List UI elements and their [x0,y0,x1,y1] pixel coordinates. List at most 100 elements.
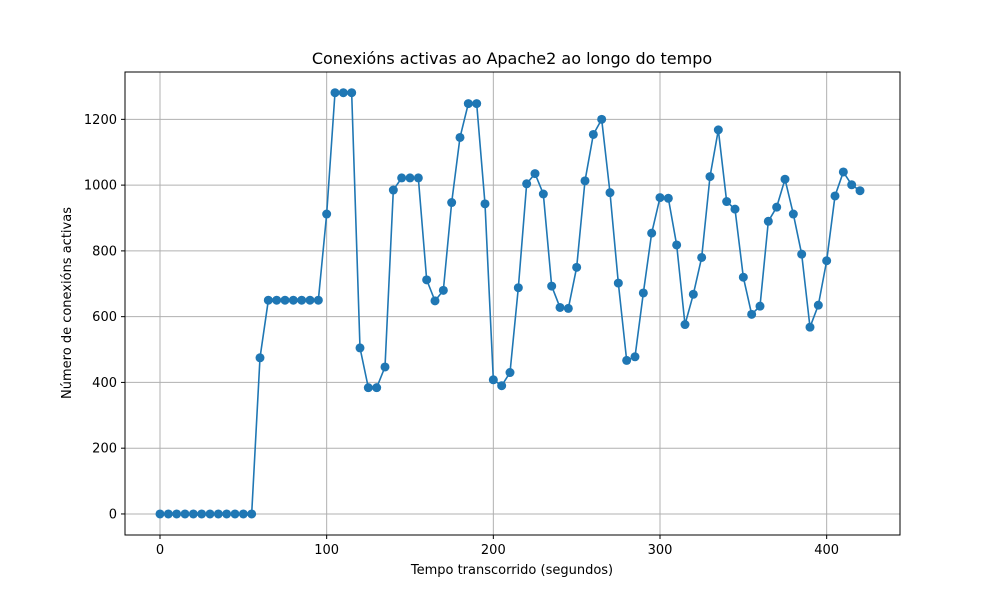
data-point [338,88,348,98]
data-point [522,179,532,189]
data-point [747,309,757,319]
data-point [630,352,640,362]
y-tick-label: 0 [109,507,117,522]
data-point [730,204,740,214]
data-point [438,285,448,295]
data-point [247,509,257,519]
data-point [480,199,490,209]
data-point [713,125,723,135]
data-point [413,173,423,183]
data-point [705,172,715,182]
data-point [722,197,732,207]
data-point [672,240,682,250]
data-point [163,509,173,519]
data-point [463,99,473,109]
data-point [272,295,282,305]
data-point [238,509,248,519]
data-point [538,189,548,199]
data-point [455,132,465,142]
data-point [613,278,623,288]
x-tick-label: 200 [481,543,506,558]
data-point [297,295,307,305]
data-point [172,509,182,519]
data-point [222,509,232,519]
y-tick-label: 200 [92,442,117,457]
data-point [513,283,523,293]
data-point [213,509,223,519]
data-point [205,509,215,519]
data-point [322,209,332,219]
data-point [663,193,673,203]
data-point [288,295,298,305]
data-point [197,509,207,519]
x-axis-label: Tempo transcorrido (segundos) [410,563,613,578]
data-point [347,88,357,98]
data-point [772,202,782,212]
y-tick-label: 1200 [84,113,117,128]
data-point [505,368,515,378]
data-point [780,174,790,184]
data-point [280,295,290,305]
data-point [805,322,815,332]
data-point [372,383,382,393]
plot-frame [124,71,901,536]
data-point [380,362,390,372]
data-point [655,193,665,203]
data-point [397,173,407,183]
y-tick-label: 800 [92,244,117,259]
data-point [838,167,848,177]
data-series [155,88,865,519]
data-point [588,129,598,139]
data-point [422,275,432,285]
data-point [638,288,648,298]
grid-lines [125,72,900,535]
series-line [160,91,861,515]
data-point [605,188,615,198]
y-tick-label: 1000 [84,179,117,194]
data-point [597,114,607,124]
data-point [330,88,340,98]
data-point [572,262,582,272]
data-point [155,509,165,519]
data-point [738,272,748,282]
data-point [355,343,365,353]
data-point [847,180,857,190]
data-point [313,295,323,305]
data-point [688,289,698,299]
data-point [430,296,440,306]
data-point [255,353,265,363]
data-point [488,375,498,385]
data-point [755,301,765,311]
data-point [447,198,457,208]
data-point [788,209,798,219]
axis-ticks: 0 100 200 300 400 0 200 400 600 800 1000 1200 [84,113,839,558]
y-tick-label: 400 [92,376,117,391]
data-point [305,295,315,305]
data-point [647,228,657,238]
y-axis-label: Número de conexións activas [60,207,75,399]
data-point [230,509,240,519]
data-point [180,509,190,519]
chart-title: Conexións activas ao Apache2 ao longo do… [312,49,712,68]
x-tick-label: 300 [648,543,673,558]
data-point [580,176,590,186]
data-point [530,169,540,179]
x-tick-label: 400 [814,543,839,558]
data-point [622,355,632,365]
data-point [830,191,840,201]
data-point [363,383,373,393]
data-point [472,99,482,109]
data-point [763,216,773,226]
data-point [388,185,398,195]
data-point [797,249,807,259]
data-point [405,173,415,183]
data-point [563,303,573,313]
data-point [813,300,823,310]
data-point [547,281,557,291]
data-point [263,295,273,305]
y-tick-label: 600 [92,310,117,325]
data-point [188,509,198,519]
x-tick-label: 0 [156,543,164,558]
data-point [555,302,565,312]
